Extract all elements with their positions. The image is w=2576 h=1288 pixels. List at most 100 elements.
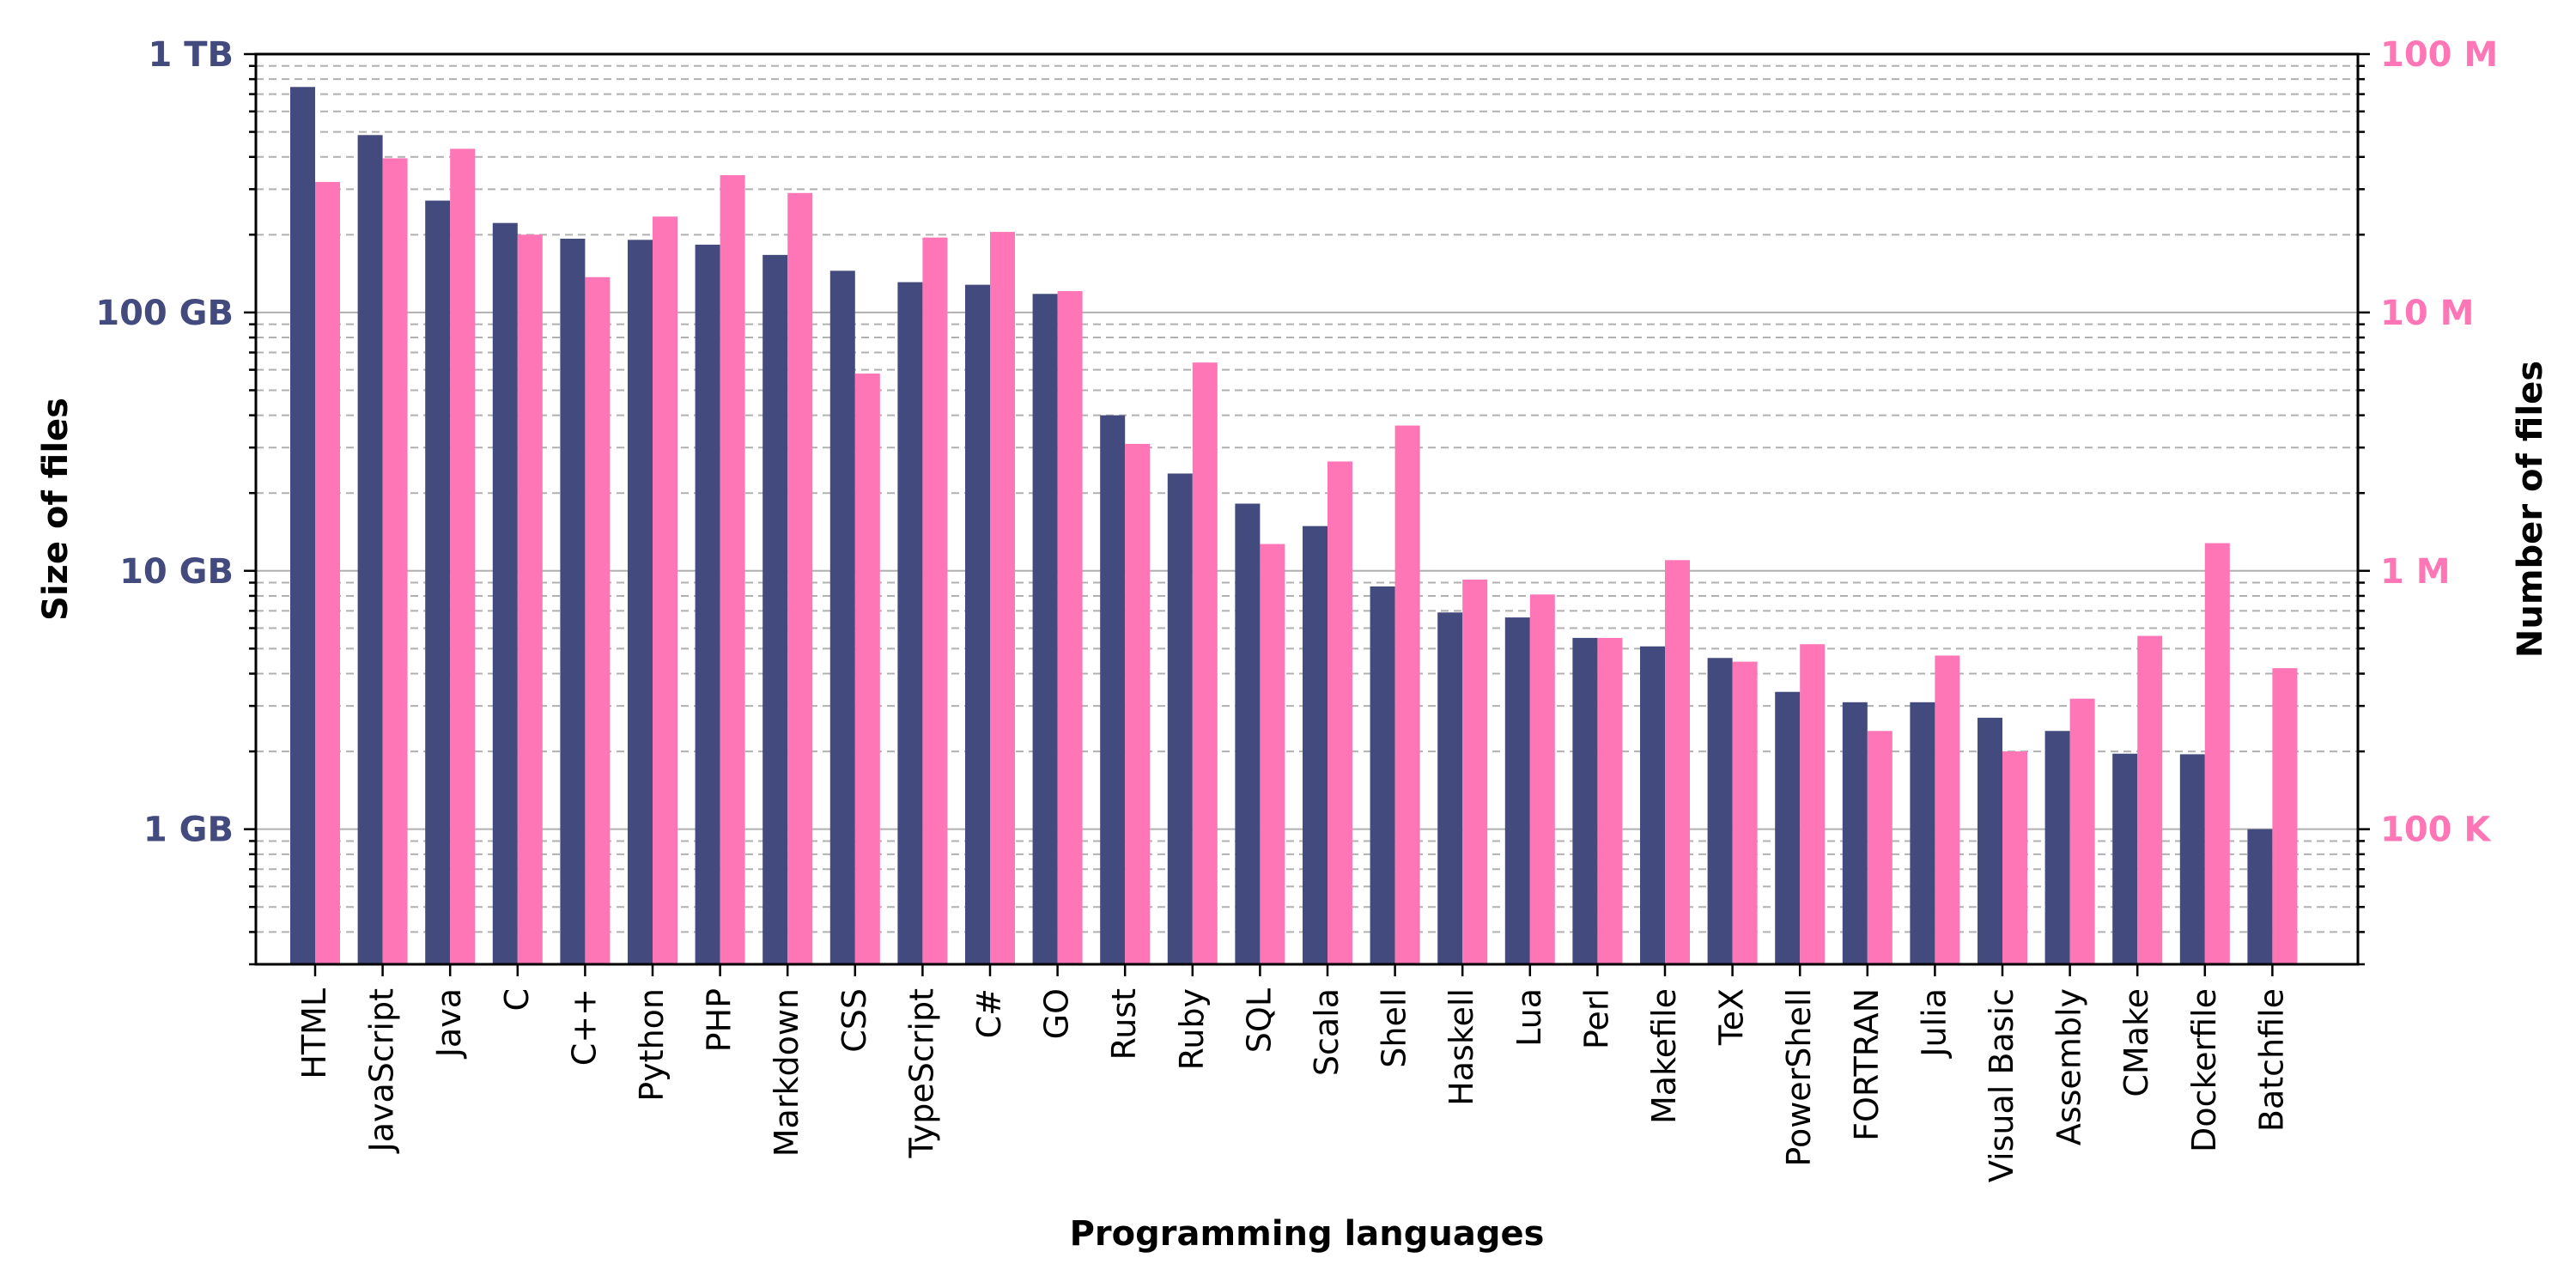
bar-size-typescript [897,282,923,964]
right-axis-ticks: 100 K 1 M 10 M 100 M [2358,35,2498,966]
bar-size-c- [965,284,990,964]
bar-size-sql [1235,503,1261,964]
bar-size-scala [1303,526,1327,964]
category-label: CSS [835,988,873,1053]
bar-size-powershell [1775,691,1801,964]
bar-count-scala [1327,461,1352,964]
bar-size-python [628,240,653,964]
category-label: Ruby [1173,988,1211,1070]
category-label: Markdown [768,988,805,1157]
bar-count-python [653,216,677,965]
bar-count-cmake [2137,635,2163,964]
bar-count-fortran [1867,731,1893,964]
category-label: FORTRAN [1848,988,1886,1141]
category-labels: HTML JavaScript Java C C++ Python PHP Markdown C… [295,988,2290,1182]
category-label: TypeScript [902,988,940,1159]
bar-count-powershell [1800,644,1826,964]
category-label: GO [1038,988,1076,1039]
category-label: Visual Basic [1983,988,2020,1182]
bar-count-c [517,234,543,964]
left-tick-label: 100 GB [95,294,234,333]
bar-size-batchfile [2247,829,2273,964]
bar-count-julia [1935,655,1960,964]
bar-size-rust [1100,415,1126,964]
category-label: Rust [1105,988,1143,1060]
category-label: Dockerfile [2185,988,2223,1152]
bar-size-lua [1504,617,1530,964]
bar-size-perl [1572,637,1598,964]
left-axis-title: Size of files [36,398,76,621]
bar-count-php [720,174,745,964]
bar-count-sql [1260,544,1285,964]
bar-size-javascript [357,135,383,965]
bar-size-go [1032,294,1058,964]
bar-size-html [290,87,315,965]
bar-size-markdown [762,254,788,964]
axes [254,52,2360,976]
bar-size-visual-basic [1978,717,2002,964]
bar-size-php [695,244,720,965]
category-label: JavaScript [363,988,401,1153]
bar-count-tex [1732,661,1758,964]
bar-count-c- [990,232,1015,965]
bar-size-makefile [1640,646,1665,964]
bar-size-c- [560,238,586,964]
category-label: Makefile [1645,988,1683,1124]
bar-count-haskell [1462,579,1488,964]
right-tick-label: 10 M [2380,294,2474,333]
left-tick-label: 1 TB [148,35,234,75]
category-label: Python [633,988,671,1102]
bar-size-assembly [2044,731,2070,964]
bar-size-tex [1707,658,1733,964]
bar-size-julia [1910,702,1935,964]
left-tick-label: 1 GB [143,811,234,850]
category-label: Lua [1510,988,1548,1047]
x-axis-title: Programming languages [1070,1214,1545,1254]
bar-size-shell [1370,586,1395,964]
category-label: PowerShell [1780,988,1818,1167]
bar-count-batchfile [2272,668,2298,964]
category-label: Haskell [1443,988,1480,1106]
right-tick-label: 100 K [2380,811,2492,850]
bar-count-css [854,374,880,964]
bar-count-perl [1597,637,1623,964]
category-label: PHP [701,988,738,1052]
plot-frame [254,52,2360,966]
bar-size-java [425,200,451,965]
bar-count-go [1057,290,1083,965]
right-tick-label: 100 M [2380,35,2498,75]
category-label: TeX [1713,988,1751,1046]
bar-size-cmake [2112,753,2138,964]
bar-count-shell [1394,425,1420,964]
category-label: CMake [2117,988,2155,1097]
category-label: Batchfile [2252,988,2290,1132]
category-label: Assembly [2050,988,2088,1145]
right-tick-label: 1 M [2380,552,2451,592]
category-label: HTML [295,988,333,1079]
category-label: Scala [1308,988,1346,1076]
bar-count-java [450,149,476,965]
left-tick-label: 10 GB [119,552,234,592]
bar-size-c [492,222,518,965]
bar-size-haskell [1437,612,1463,964]
bar-count-makefile [1665,560,1690,964]
bar-size-dockerfile [2179,754,2205,964]
bar-count-ruby [1192,362,1218,964]
bar-count-c- [585,276,611,964]
category-label: Shell [1376,988,1413,1068]
bar-count-lua [1529,594,1555,964]
category-label: Perl [1577,988,1615,1049]
bars [290,87,2298,965]
category-label: C# [970,988,1008,1038]
left-axis-ticks: 1 GB 10 GB 100 GB 1 TB [95,35,256,966]
bar-size-css [829,270,855,965]
category-label: C++ [565,988,603,1066]
bar-count-typescript [922,237,948,964]
category-label: Java [430,988,468,1059]
category-label: SQL [1240,988,1278,1053]
bar-count-markdown [787,192,813,964]
bar-size-ruby [1167,473,1193,964]
bar-count-assembly [2069,698,2095,964]
category-label: Julia [1915,988,1953,1059]
